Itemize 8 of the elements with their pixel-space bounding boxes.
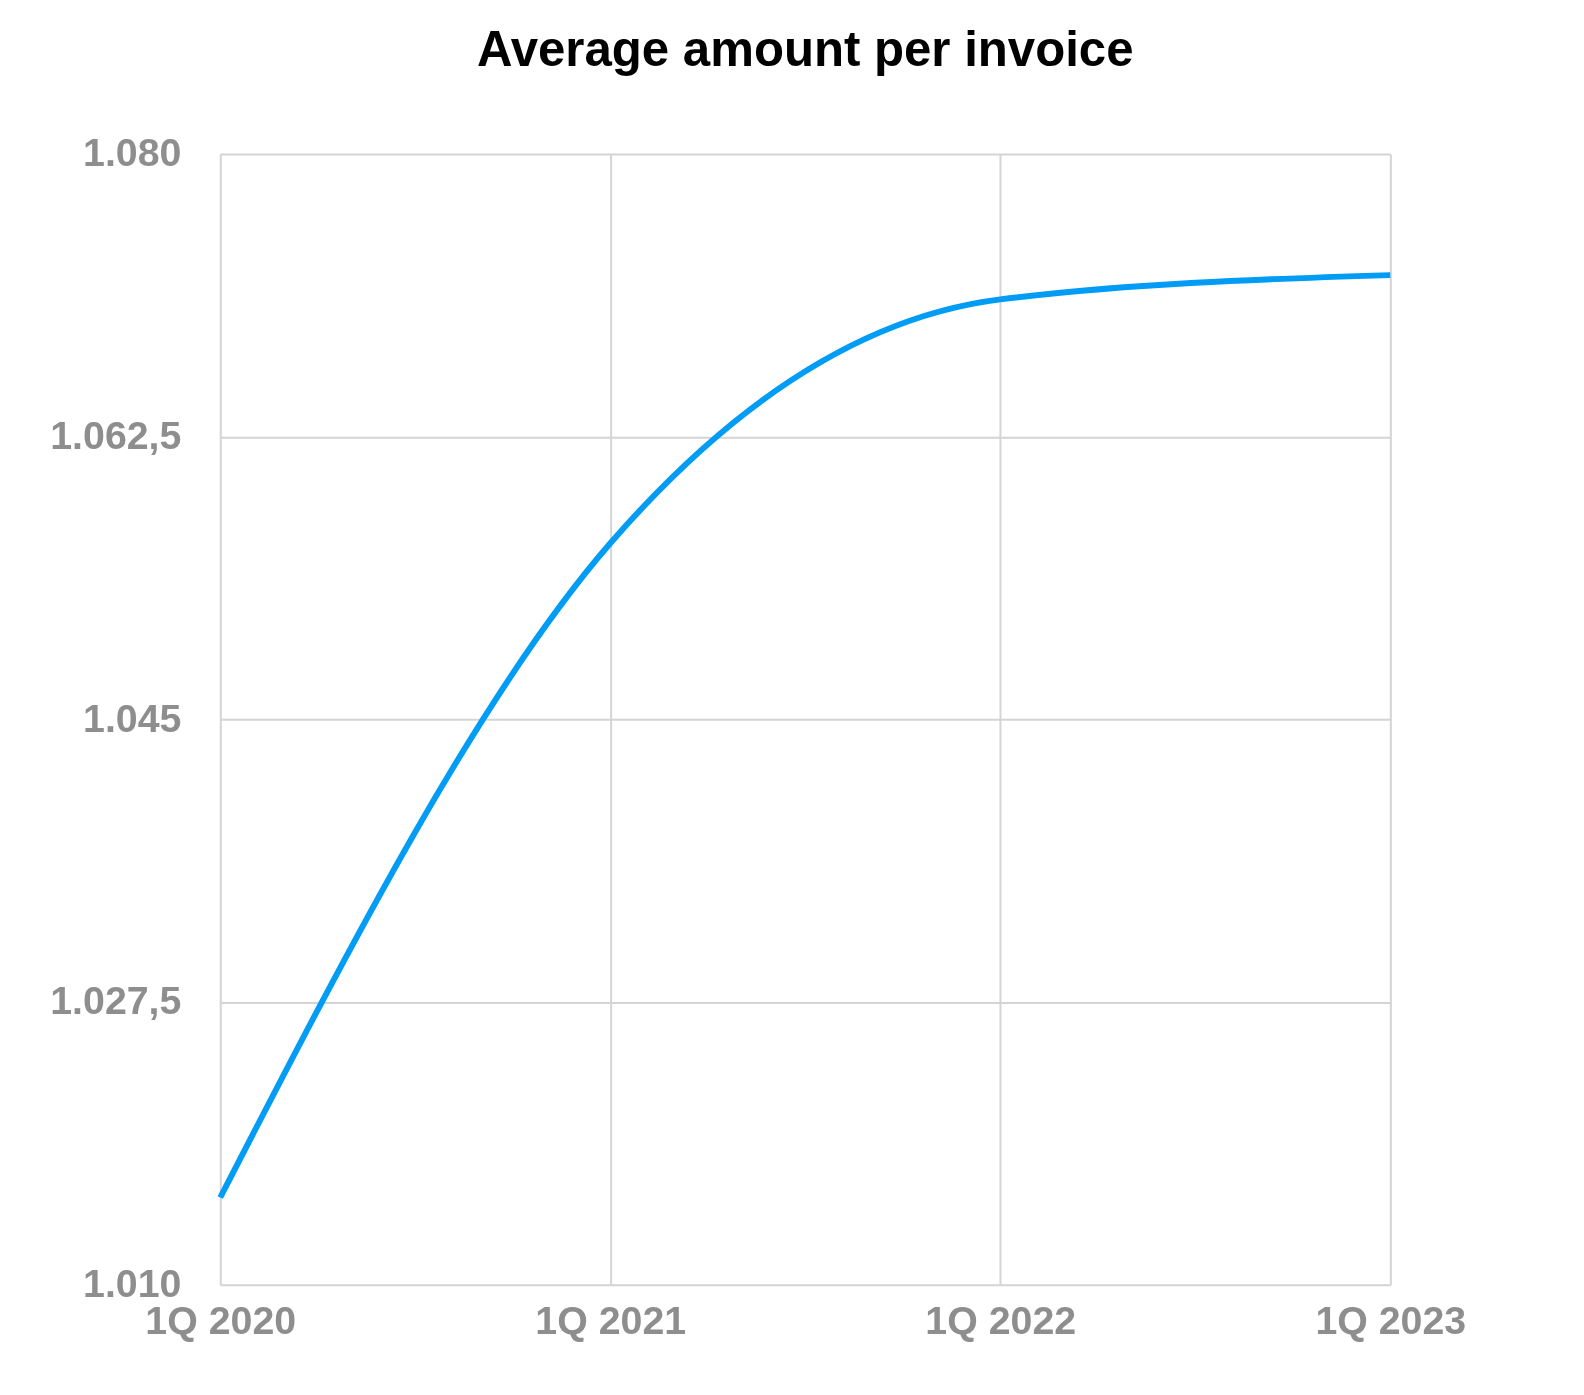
chart-title: Average amount per invoice xyxy=(477,20,1134,76)
x-tick-label: 1Q 2021 xyxy=(535,1298,687,1343)
x-tick-label: 1Q 2023 xyxy=(1315,1298,1467,1343)
y-tick-label: 1.062,5 xyxy=(50,412,182,457)
x-tick-label: 1Q 2022 xyxy=(925,1298,1077,1343)
y-tick-label: 1.080 xyxy=(83,130,182,175)
y-tick-label: 1.027,5 xyxy=(50,978,182,1023)
y-tick-label: 1.045 xyxy=(83,695,182,740)
